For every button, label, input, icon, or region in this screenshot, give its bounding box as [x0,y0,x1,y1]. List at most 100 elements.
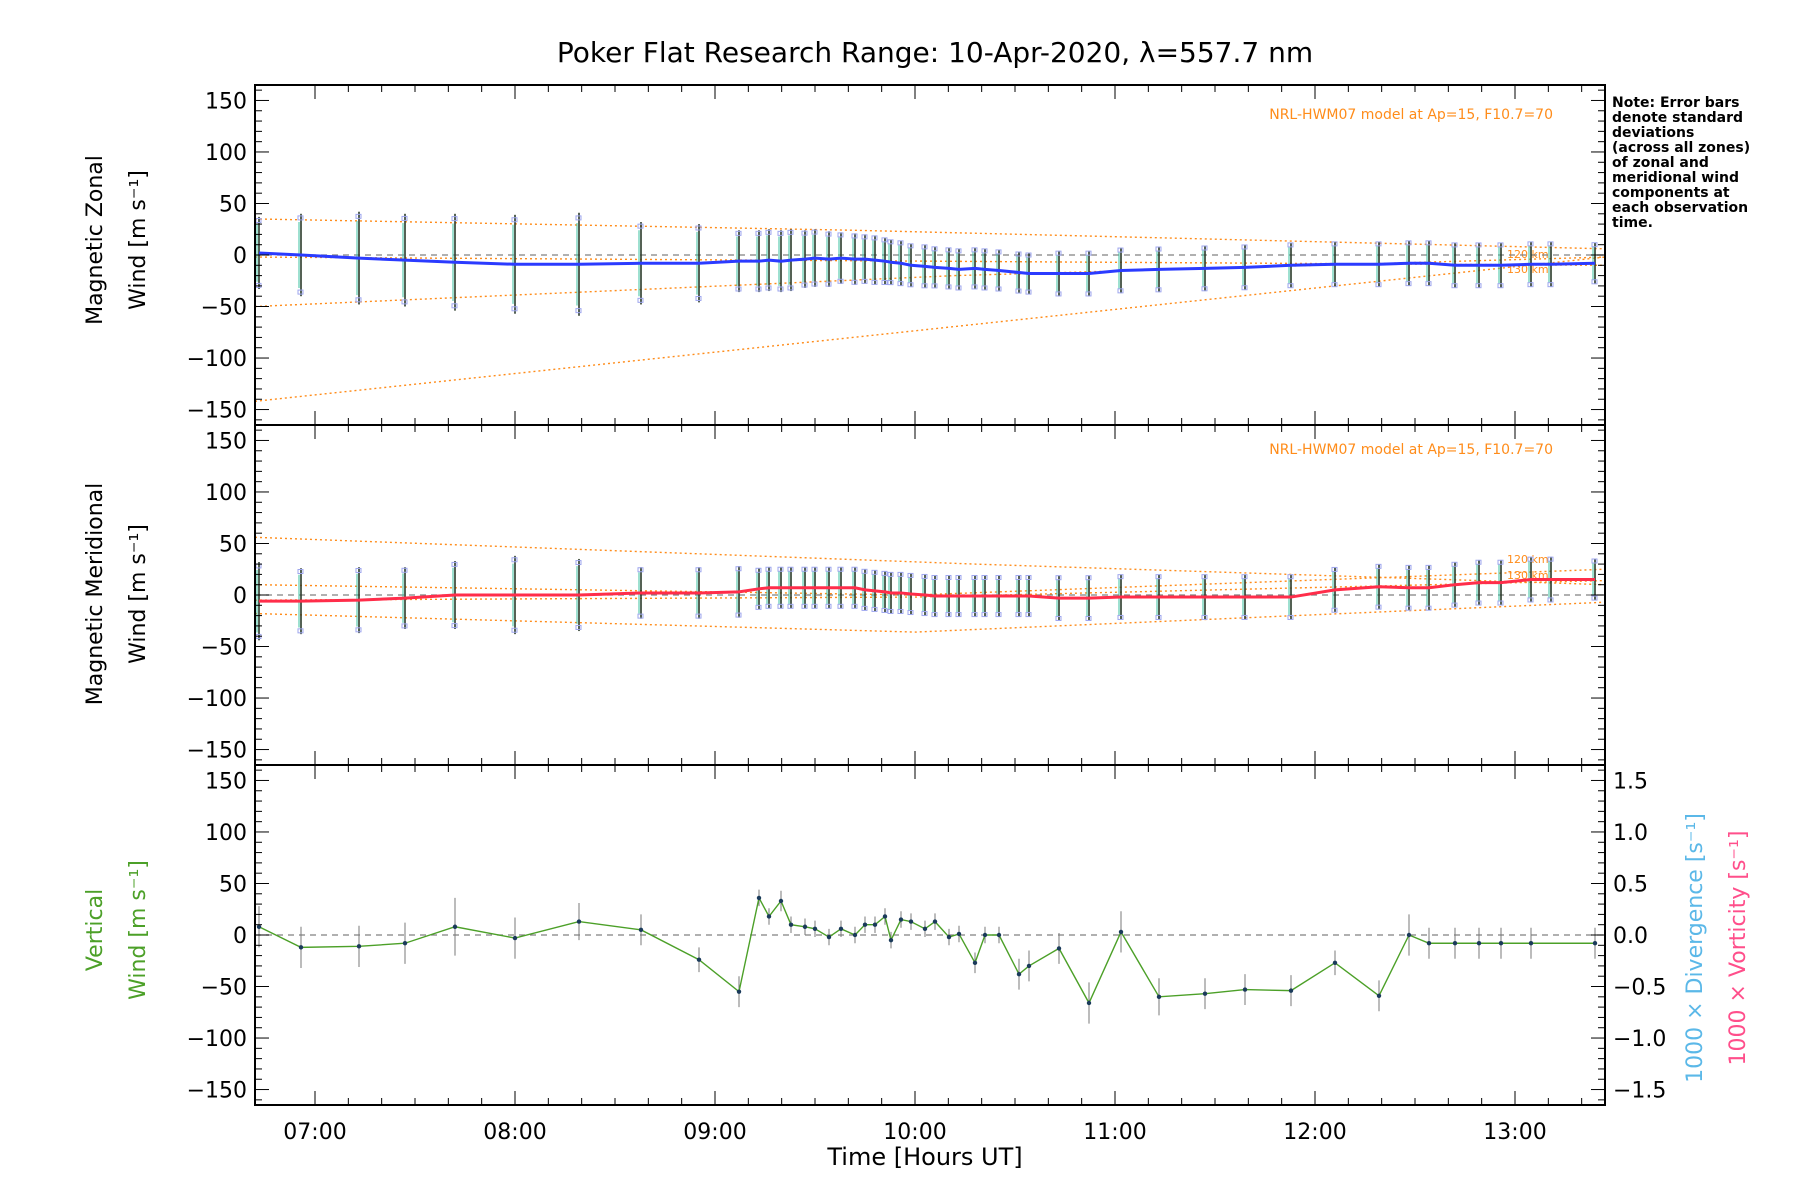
zonal-zone-marker [971,284,978,290]
zonal-zone-marker [921,283,928,289]
zonal-panel: NRL-HWM07 model at Ap=15, F10.7=70 120 k… [83,84,1606,426]
meridional-zone-marker [1527,597,1534,603]
zonal-zone-marker [355,213,362,219]
meridional-zone-marker [1475,600,1482,606]
meridional-zone-marker [297,569,304,575]
meridional-zone-marker [695,613,702,619]
chart-title: Poker Flat Research Range: 10-Apr-2020, … [557,36,1313,69]
vertical-series-line [258,895,1595,1005]
zonal-zone-marker [1015,251,1022,257]
vertical-y-tick-label: 100 [205,821,247,846]
zonal-zone-marker [755,286,762,292]
zonal-zone-marker [401,299,408,305]
vertical-data-point [452,924,458,929]
meridional-zone-marker [735,612,742,618]
zonal-y-tick-label: 50 [219,192,247,217]
vertical-data-point [512,935,518,941]
meridional-zone-marker [1405,564,1412,570]
meridional-zone-marker [1015,612,1022,618]
zonal-zone-marker [575,215,582,221]
zonal-zone-marker [801,282,808,288]
meridional-zone-marker [955,574,962,580]
meridional-panel: NRL-HWM07 model at Ap=15, F10.7=70 120 k… [83,424,1606,766]
meridional-zone-marker [755,567,762,573]
meridional-y-tick-label: −100 [187,687,247,712]
note-line: denote standard [1612,110,1743,126]
zonal-zone-marker [945,284,952,290]
meridional-ylabel-line1: Magnetic Meridional [83,483,108,705]
zonal-zone-marker [1015,288,1022,294]
vertical-data-point [756,895,762,901]
zonal-zone-marker [955,285,962,291]
meridional-y-tick-label: 50 [219,532,247,557]
zonal-zone-marker [401,215,408,221]
vertical-data-point [1528,941,1534,946]
meridional-zone-marker [861,605,868,611]
meridional-zone-marker [1451,602,1458,608]
vertical-y-tick-label: 50 [219,872,247,897]
zonal-zone-marker [1117,247,1124,253]
meridional-zone-marker [837,566,844,572]
zonal-zone-marker [777,230,784,236]
zonal-zone-marker [825,281,832,287]
zonal-zone-marker [881,280,888,286]
vertical-data-point [1406,932,1412,938]
meridional-zone-marker [765,603,772,609]
vertical-data-point [1118,929,1124,935]
zonal-zone-marker [1055,250,1062,256]
meridional-zone-marker [511,627,518,633]
note-line: Note: Error bars [1612,95,1739,111]
vertical-data-point [852,932,858,938]
vertical-data-point [946,934,952,940]
y2-tick-label: 0.0 [1613,924,1648,949]
zonal-model-level-130: 130 km [1507,263,1549,276]
zonal-y-tick-label: 0 [233,244,247,269]
x-tick-label: 10:00 [883,1120,946,1145]
zonal-zone-marker [1547,282,1554,288]
meridional-zone-marker [401,567,408,573]
y2-tick-label: 0.5 [1613,872,1648,897]
vertical-data-point [1426,941,1432,946]
meridional-zone-marker [921,611,928,617]
meridional-zone-marker [1287,614,1294,620]
meridional-y-tick-label: 0 [233,584,247,609]
meridional-zone-marker [945,612,952,618]
vertical-data-point [766,914,772,919]
zonal-zone-marker [297,289,304,295]
vertical-data-point [736,989,742,994]
zonal-zone-marker [575,308,582,314]
meridional-zone-marker [735,566,742,572]
vertical-data-point [1242,987,1248,992]
meridional-zone-marker [825,603,832,609]
zonal-zone-marker [1527,282,1534,288]
zonal-zone-marker [1475,242,1482,248]
meridional-zone-marker [1547,597,1554,603]
vertical-data-point [872,922,878,927]
zonal-zone-marker [1497,283,1504,289]
meridional-series-line [259,578,1595,603]
zonal-zone-marker [1425,281,1432,287]
vertical-data-point [826,934,832,940]
meridional-zone-marker [837,603,844,609]
note-line: of zonal and [1612,155,1709,171]
zonal-zone-marker [765,285,772,291]
zonal-zone-marker [511,217,518,223]
zonal-zone-marker [1241,285,1248,291]
zonal-zone-marker [1155,287,1162,293]
x-tick-label: 07:00 [283,1120,346,1145]
x-tick-label: 13:00 [1483,1120,1546,1145]
vertical-y-tick-label: −100 [187,1027,247,1052]
vertical-data-point [908,919,914,924]
vertical-ylabel-line2: Wind [m s⁻¹] [126,860,151,1000]
zonal-zone-marker [981,285,988,291]
meridional-zone-marker [1331,607,1338,613]
zonal-zone-marker [1085,291,1092,297]
vertical-data-point [788,922,794,927]
meridional-zone-marker [1425,605,1432,611]
zonal-zone-marker [861,278,868,284]
zonal-model-level-120: 120 km [1507,248,1549,261]
meridional-zone-marker [1155,574,1162,580]
meridional-zone-marker [787,603,794,609]
meridional-zone-marker [887,571,894,577]
